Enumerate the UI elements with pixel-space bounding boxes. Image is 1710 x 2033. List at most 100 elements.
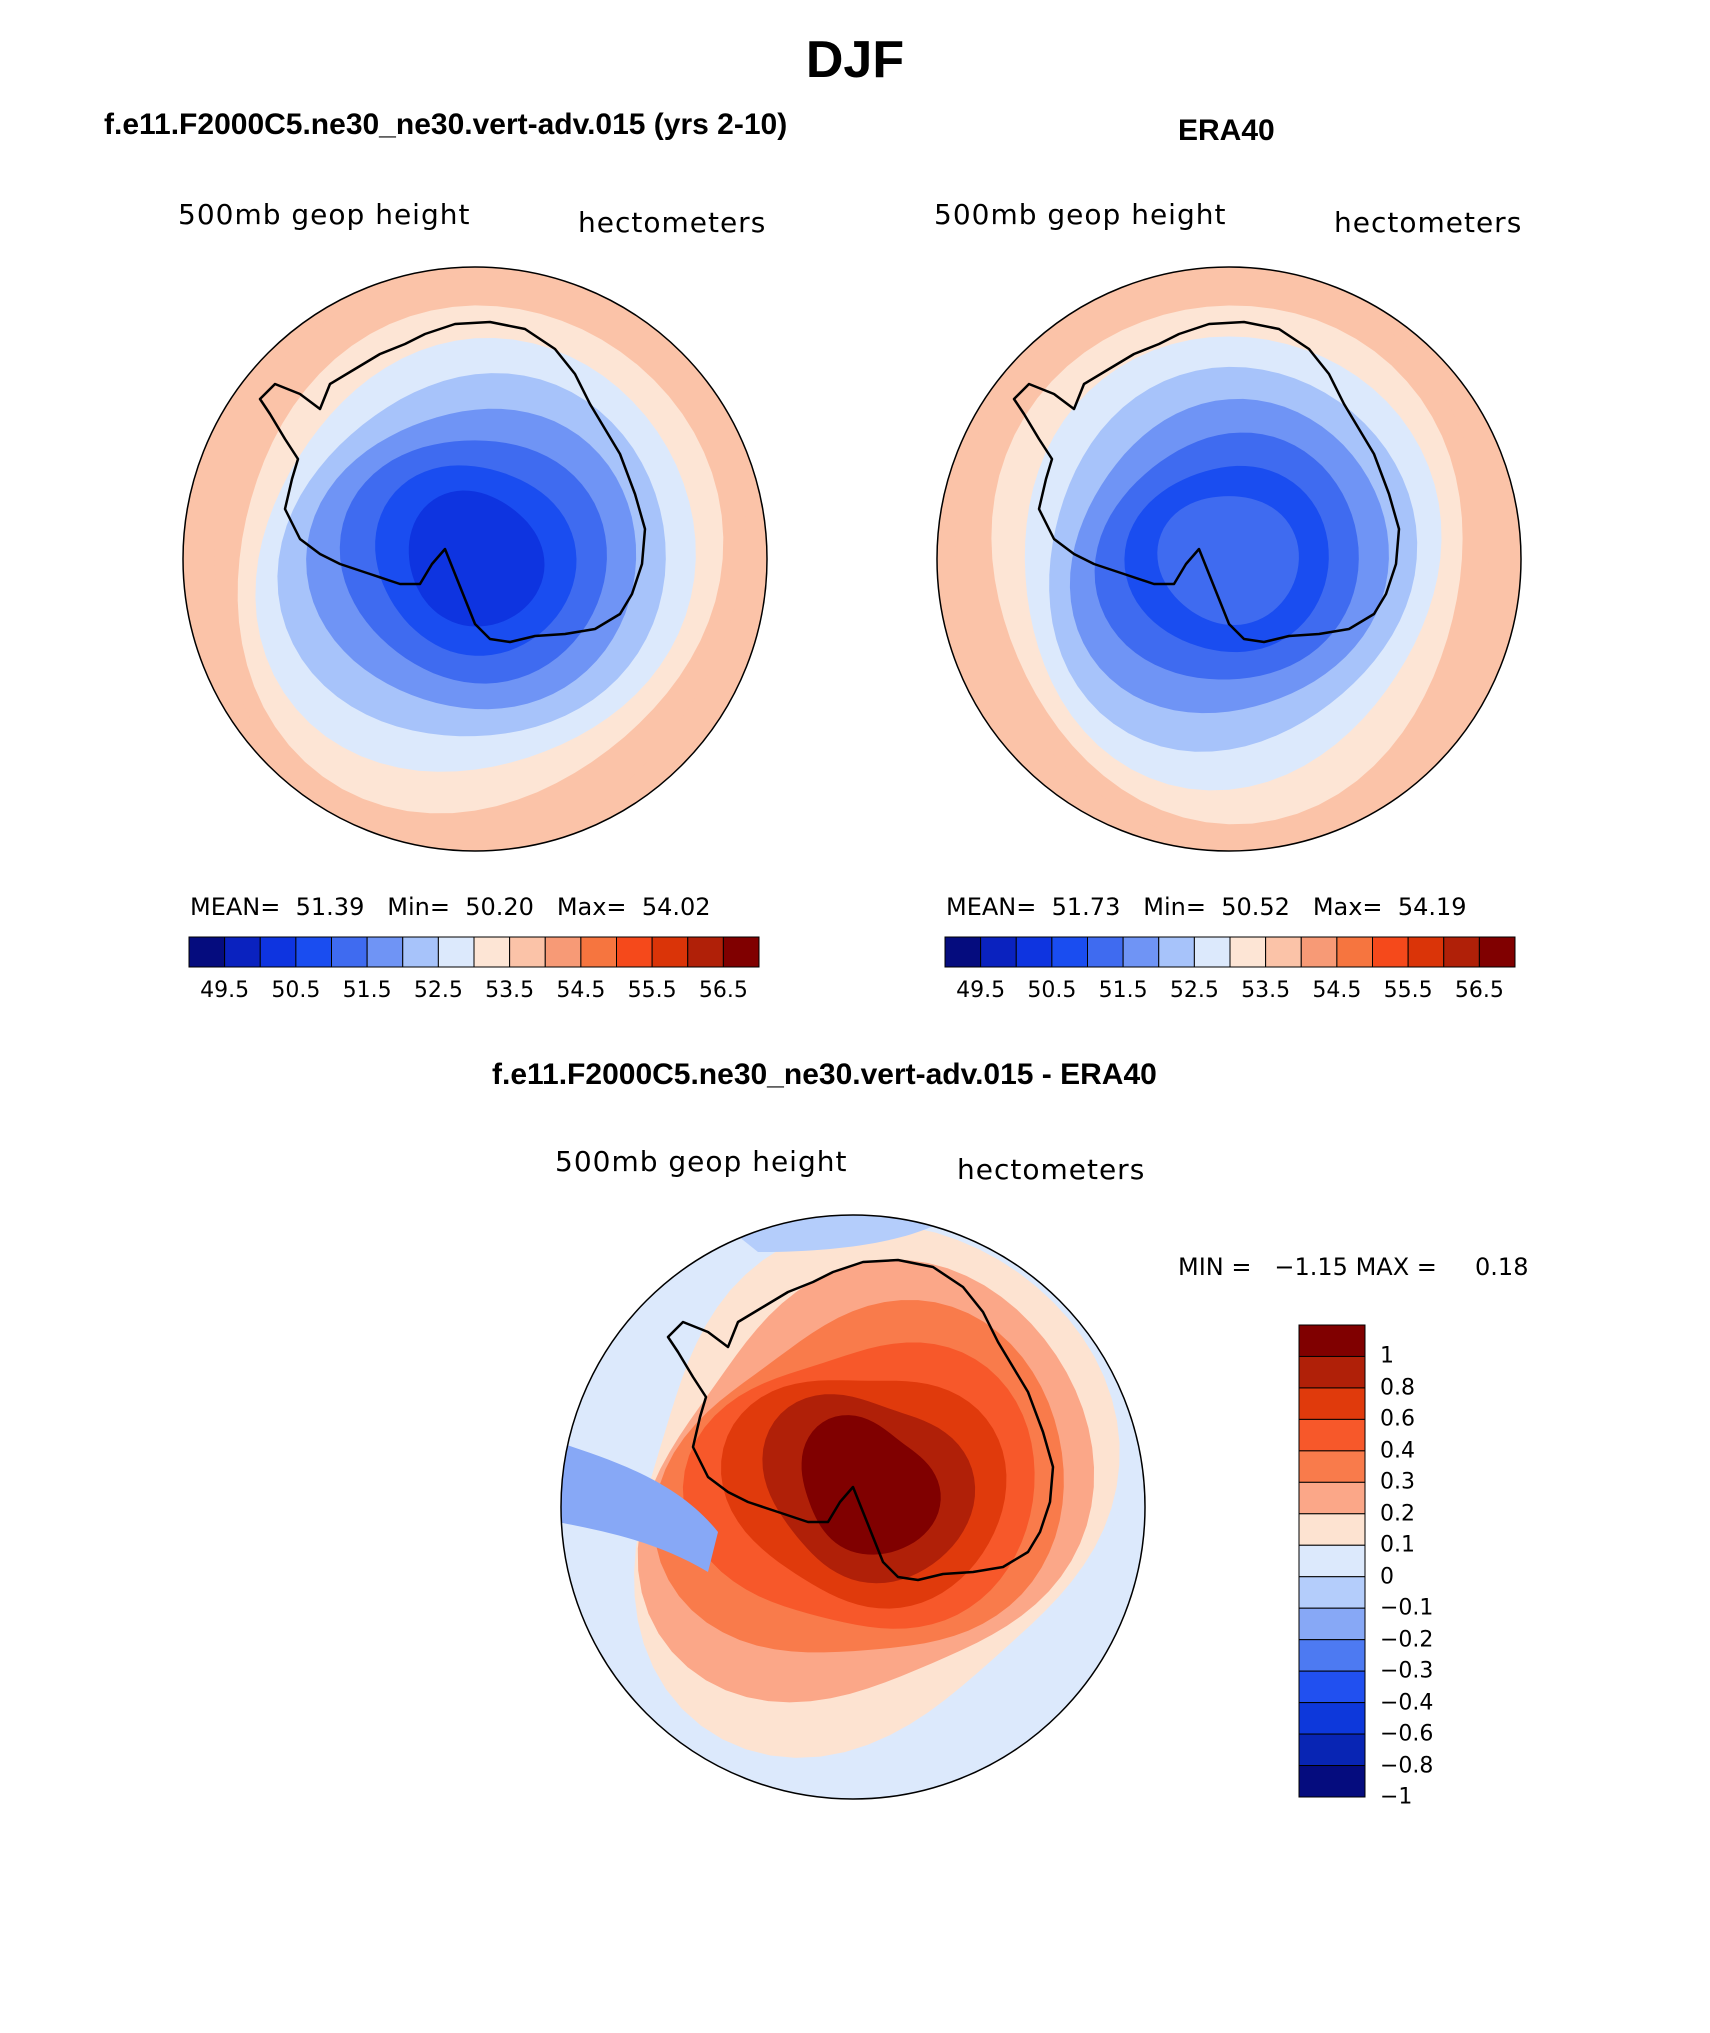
max-label: Max= — [1312, 893, 1383, 921]
model-colorbar-tick-label: 51.5 — [342, 978, 392, 1003]
diff-colorbar-swatch — [1298, 1513, 1366, 1546]
diff-colorbar-swatch — [1298, 1481, 1366, 1515]
diff-colorbar-tick-label: −0.4 — [1380, 1690, 1434, 1716]
polar-map-model — [182, 266, 768, 852]
diff-colorbar-swatch — [1298, 1702, 1366, 1735]
obs-colorbar-swatch — [980, 936, 1017, 968]
model-colorbar-tick-label: 54.5 — [556, 978, 606, 1003]
mean-value: 51.39 — [295, 893, 365, 921]
obs-colorbar-swatch — [1407, 936, 1445, 968]
model-coastline — [258, 320, 647, 644]
variable-label-obs: 500mb geop height — [934, 198, 1227, 231]
diff-colorbar-tick-label: −0.6 — [1380, 1721, 1434, 1747]
units-label-diff: hectometers — [957, 1153, 1146, 1186]
polar-map-diff — [560, 1214, 1146, 1800]
diff-colorbar-tick-label: 1 — [1380, 1343, 1394, 1369]
model-colorbar-swatch — [402, 936, 439, 968]
max-value: 0.18 — [1475, 1253, 1529, 1281]
polar-map-obs — [936, 266, 1522, 852]
colorbar-diff — [1298, 1324, 1366, 1798]
units-label-obs: hectometers — [1334, 206, 1523, 239]
max-label: Max= — [556, 893, 627, 921]
obs-colorbar-swatch — [1122, 936, 1160, 968]
model-colorbar-swatch — [651, 936, 689, 968]
diff-colorbar-swatch — [1298, 1765, 1366, 1798]
diff-colorbar-tick-label: 0.1 — [1380, 1532, 1415, 1558]
min-label: Min= — [1143, 893, 1206, 921]
obs-colorbar-swatch — [1015, 936, 1053, 968]
panel-title-obs: ERA40 — [1178, 114, 1275, 147]
diff-colorbar-swatch — [1298, 1607, 1366, 1641]
model-colorbar-tick-label: 50.5 — [271, 978, 321, 1003]
model-contour-band — [408, 490, 545, 627]
colorbar-ticks-obs: 49.5 50.5 51.5 52.5 53.5 54.5 55.5 56.5 — [945, 978, 1515, 1008]
obs-colorbar-swatch — [1336, 936, 1373, 968]
diff-colorbar-tick-label: −0.1 — [1380, 1595, 1434, 1621]
model-colorbar-swatch — [437, 936, 475, 968]
mean-label: MEAN= — [190, 893, 281, 921]
panel-title-diff: f.e11.F2000C5.ne30_ne30.vert-adv.015 - E… — [492, 1058, 1157, 1091]
diff-colorbar-swatch — [1298, 1544, 1366, 1578]
panel-title-model: f.e11.F2000C5.ne30_ne30.vert-adv.015 (yr… — [104, 108, 788, 141]
max-value: 54.19 — [1397, 893, 1467, 921]
diff-colorbar-tick-label: 0.4 — [1380, 1438, 1415, 1464]
diff-colorbar-swatch — [1298, 1639, 1366, 1672]
obs-colorbar-tick-label: 52.5 — [1169, 978, 1219, 1003]
obs-colorbar-swatch — [1193, 936, 1231, 968]
figure-title: DJF — [805, 31, 905, 89]
model-colorbar-swatch — [544, 936, 582, 968]
obs-colorbar-tick-label: 49.5 — [956, 978, 1006, 1003]
diff-colorbar-tick-label: 0.6 — [1380, 1406, 1415, 1432]
model-colorbar-swatch — [580, 936, 617, 968]
min-value: −1.15 — [1274, 1253, 1348, 1281]
model-colorbar-tick-label: 52.5 — [413, 978, 463, 1003]
diff-colorbar-swatch — [1298, 1450, 1366, 1483]
model-colorbar-swatch — [366, 936, 404, 968]
obs-colorbar-swatch — [1051, 936, 1088, 968]
units-label-model: hectometers — [578, 206, 767, 239]
variable-label-model: 500mb geop height — [178, 198, 471, 231]
mean-value: 51.73 — [1051, 893, 1121, 921]
min-value: 50.20 — [465, 893, 534, 921]
model-colorbar-swatch — [509, 936, 546, 968]
diff-colorbar-tick-label: 0.3 — [1380, 1469, 1415, 1495]
obs-colorbar-tick-label: 55.5 — [1383, 978, 1433, 1003]
stats-model: MEAN= 51.39 Min= 50.20 Max= 54.02 — [190, 893, 711, 921]
diff-colorbar-tick-label: 0.8 — [1380, 1375, 1415, 1401]
model-colorbar-swatch — [224, 936, 261, 968]
diff-colorbar-tick-label: −1 — [1380, 1784, 1413, 1810]
min-value: 50.52 — [1221, 893, 1290, 921]
colorbar-obs — [944, 936, 1516, 968]
diff-colorbar-tick-label: 0 — [1380, 1564, 1394, 1590]
colorbar-ticks-model: 49.5 50.5 51.5 52.5 53.5 54.5 55.5 56.5 — [189, 978, 759, 1008]
variable-label-diff: 500mb geop height — [555, 1145, 848, 1178]
obs-colorbar-swatch — [1372, 936, 1409, 968]
diff-colorbar-swatch — [1298, 1387, 1366, 1420]
obs-colorbar-swatch — [1443, 936, 1480, 968]
model-colorbar-swatch — [473, 936, 511, 968]
diff-coastline — [666, 1258, 1055, 1582]
diff-colorbar-swatch — [1298, 1324, 1366, 1357]
model-colorbar-tick-label: 56.5 — [698, 978, 748, 1003]
diff-colorbar-swatch — [1298, 1733, 1366, 1767]
diff-colorbar-tick-label: −0.2 — [1380, 1627, 1434, 1653]
obs-contour-band — [1157, 496, 1299, 625]
mean-label: MEAN= — [946, 893, 1037, 921]
obs-colorbar-tick-label: 56.5 — [1454, 978, 1504, 1003]
obs-colorbar-swatch — [1229, 936, 1267, 968]
max-label: MAX = — [1355, 1253, 1437, 1281]
min-label: MIN = — [1178, 1253, 1252, 1281]
colorbar-model — [188, 936, 760, 968]
obs-colorbar-swatch — [1478, 936, 1516, 968]
diff-colorbar-tick-label: −0.3 — [1380, 1658, 1434, 1684]
diff-colorbar-swatch — [1298, 1670, 1366, 1704]
obs-colorbar-tick-label: 50.5 — [1027, 978, 1077, 1003]
diff-colorbar-tick-label: 0.2 — [1380, 1501, 1415, 1527]
diff-colorbar-tick-label: −0.8 — [1380, 1753, 1434, 1779]
minmax-diff: MIN = −1.15 MAX = 0.18 — [1178, 1253, 1528, 1281]
max-value: 54.02 — [641, 893, 711, 921]
obs-colorbar-swatch — [1300, 936, 1338, 968]
stats-obs: MEAN= 51.73 Min= 50.52 Max= 54.19 — [946, 893, 1467, 921]
diff-colorbar-swatch — [1298, 1355, 1366, 1389]
diff-colorbar-swatch — [1298, 1418, 1366, 1452]
